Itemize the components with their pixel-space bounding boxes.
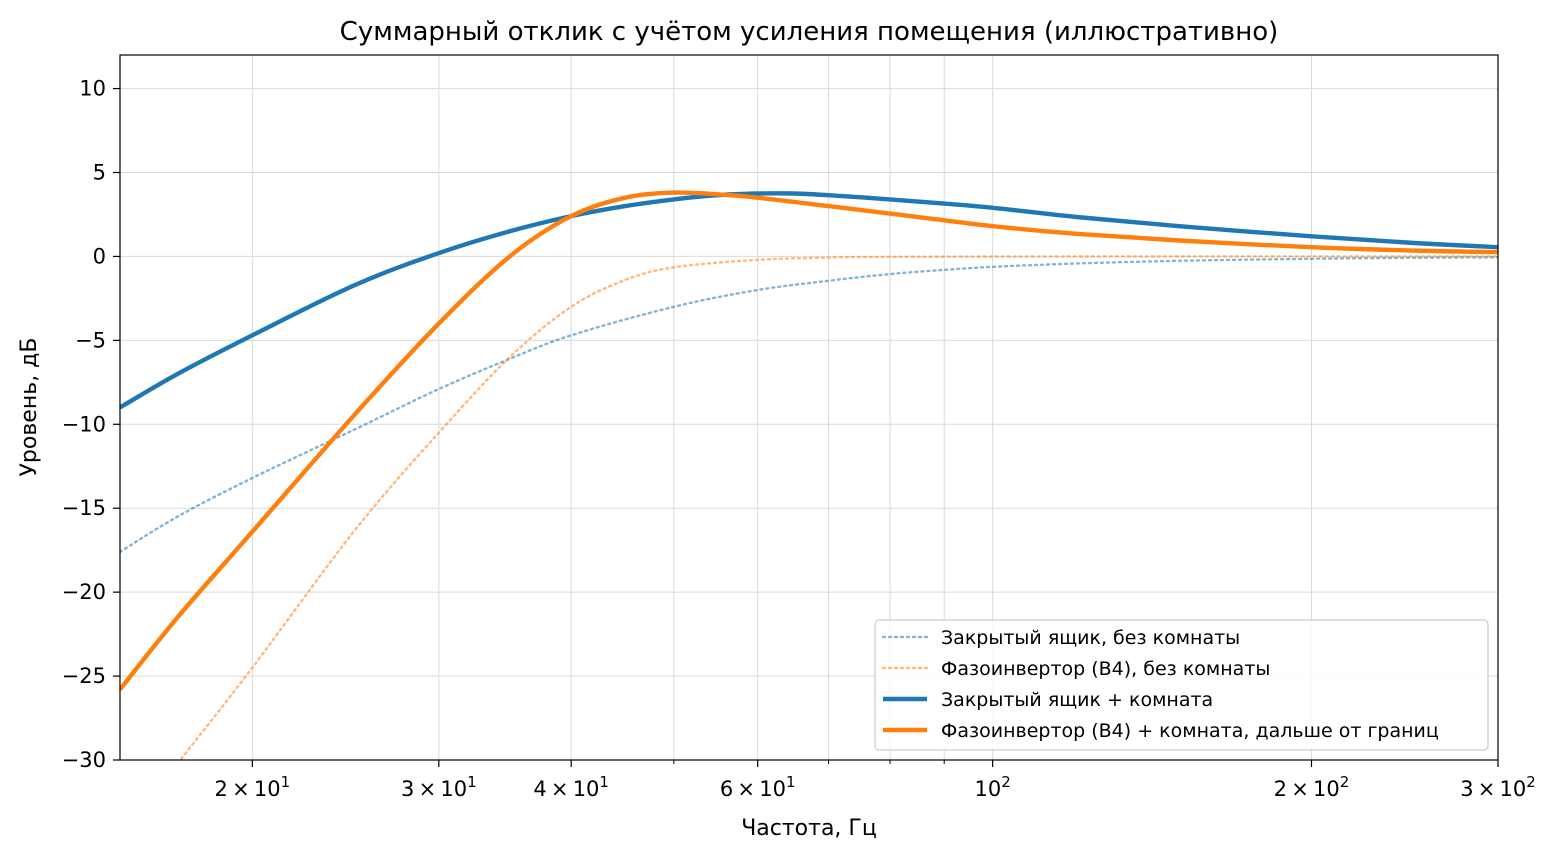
legend-entry-label: Закрытый ящик + комната [941, 689, 1213, 711]
x-axis-label: Частота, Гц [741, 816, 877, 841]
legend-entry-label: Фазоинвертор (B4) + комната, дальше от г… [941, 720, 1439, 742]
y-tick-label: −5 [75, 328, 106, 352]
y-tick-label: −30 [62, 748, 106, 772]
x-tick-label: 3 × 101 [401, 773, 477, 801]
y-tick-label: −20 [62, 580, 106, 604]
legend-entry-label: Фазоинвертор (B4), без комнаты [941, 658, 1270, 680]
x-tick-label: 2 × 101 [215, 773, 291, 801]
y-tick-label: 0 [93, 244, 106, 268]
ticks: 2 × 101 3 × 101 4 × 101 6 × 101 102 2 × 102 3 … [62, 77, 1536, 801]
y-tick-label: −15 [62, 496, 106, 520]
y-tick-label: 5 [93, 161, 106, 185]
legend: Закрытый ящик, без комнаты Фазоинвертор (… [874, 619, 1489, 751]
x-tick-label: 6 × 101 [720, 773, 796, 801]
y-tick-label: −10 [62, 412, 106, 436]
x-tick-label: 2 × 102 [1274, 773, 1350, 801]
series-line-closed-box-no-room [120, 256, 1498, 554]
plot-frame [119, 54, 1499, 761]
x-tick-label: 4 × 101 [533, 773, 609, 801]
y-tick-label: −25 [62, 664, 106, 688]
legend-entry-label: Закрытый ящик, без комнаты [941, 627, 1240, 649]
x-tick-label: 3 × 102 [1460, 773, 1536, 801]
series-line-closed-box-room [120, 191, 1498, 410]
y-axis-label: Уровень, дБ [17, 338, 42, 477]
legend-box [874, 619, 1489, 751]
y-tick-label: 10 [79, 77, 106, 101]
series-group [120, 190, 1498, 760]
series-line-bass-reflex-room [120, 190, 1498, 691]
series-line-bass-reflex-no-room [178, 255, 1498, 760]
chart-title: Суммарный отклик с учётом усиления помещ… [340, 17, 1279, 47]
